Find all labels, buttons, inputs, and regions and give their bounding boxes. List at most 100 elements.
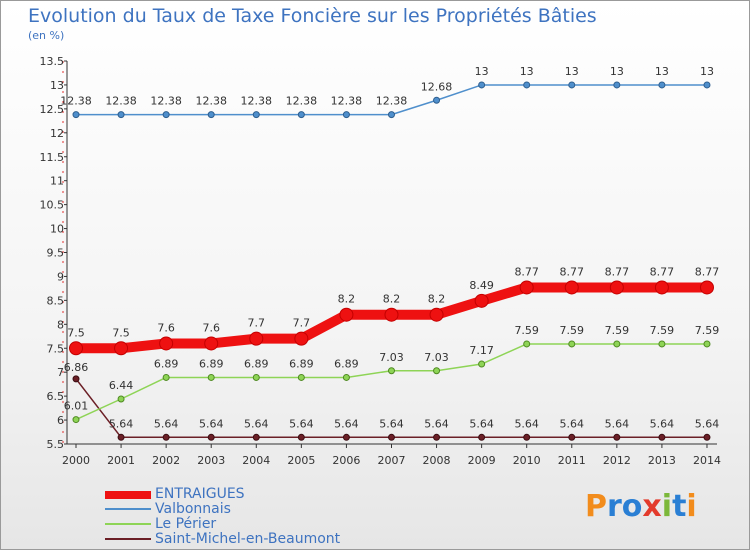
data-point-saint-michel <box>568 433 576 441</box>
legend-label: Valbonnais <box>155 501 231 517</box>
y-tick-label: 13.5 <box>40 55 65 68</box>
data-point-le-perier <box>72 416 80 424</box>
data-label-valbonnais: 12.38 <box>241 95 273 108</box>
x-tick-label: 2013 <box>648 454 676 467</box>
data-label-saint-michel: 5.64 <box>514 417 539 430</box>
logo-letter: i <box>686 489 697 524</box>
data-label-entraigues: 8.2 <box>383 293 401 306</box>
data-label-saint-michel: 5.64 <box>244 417 269 430</box>
x-tick-label: 2008 <box>423 454 451 467</box>
data-label-valbonnais: 12.38 <box>105 95 137 108</box>
data-point-valbonnais <box>72 111 80 119</box>
data-point-saint-michel <box>478 433 486 441</box>
data-point-le-perier <box>207 373 215 381</box>
data-label-le-perier: 6.44 <box>109 379 134 392</box>
data-label-saint-michel: 5.64 <box>334 417 359 430</box>
data-label-saint-michel: 5.64 <box>379 417 404 430</box>
data-label-entraigues: 8.49 <box>469 279 494 292</box>
data-point-le-perier <box>703 340 711 348</box>
data-label-entraigues: 8.77 <box>605 265 630 278</box>
x-tick-label: 2010 <box>513 454 541 467</box>
data-label-saint-michel: 5.64 <box>109 417 134 430</box>
y-tick-label: 5.5 <box>47 438 65 451</box>
legend-swatch-le-perier <box>105 523 151 525</box>
data-label-saint-michel: 5.64 <box>695 417 720 430</box>
legend-label: Saint-Michel-en-Beaumont <box>155 531 341 547</box>
data-point-valbonnais <box>568 81 576 89</box>
legend-swatch-entraigues <box>105 491 151 499</box>
proxiti-logo: Proxiti <box>585 489 697 524</box>
data-point-valbonnais <box>658 81 666 89</box>
data-point-saint-michel <box>162 433 170 441</box>
data-point-saint-michel <box>658 433 666 441</box>
data-point-entraigues <box>519 280 534 295</box>
y-tick-label: 9 <box>57 270 64 283</box>
data-label-saint-michel: 5.64 <box>605 417 630 430</box>
data-label-le-perier: 6.89 <box>289 357 314 370</box>
data-label-valbonnais: 12.38 <box>60 95 92 108</box>
data-point-entraigues <box>699 280 714 295</box>
data-point-entraigues <box>204 336 219 351</box>
data-label-le-perier: 6.01 <box>64 400 89 413</box>
data-label-saint-michel: 6.86 <box>64 361 89 374</box>
y-tick-label: 9.5 <box>47 247 65 260</box>
y-tick-label: 10 <box>50 223 64 236</box>
y-tick-label: 7.5 <box>47 342 65 355</box>
data-point-valbonnais <box>478 81 486 89</box>
data-label-valbonnais: 13 <box>565 65 579 78</box>
logo-letter: i <box>661 489 673 524</box>
data-label-entraigues: 7.5 <box>67 326 85 339</box>
series-lines <box>75 84 707 439</box>
data-point-valbonnais <box>252 111 260 119</box>
data-label-valbonnais: 12.38 <box>286 95 318 108</box>
data-point-saint-michel <box>387 433 395 441</box>
data-label-entraigues: 7.6 <box>157 321 175 334</box>
data-point-valbonnais <box>703 81 711 89</box>
data-label-saint-michel: 5.64 <box>560 417 585 430</box>
data-point-le-perier <box>252 373 260 381</box>
legend-label: ENTRAIGUES <box>155 486 245 502</box>
data-point-le-perier <box>568 340 576 348</box>
data-point-valbonnais <box>613 81 621 89</box>
data-point-valbonnais <box>297 111 305 119</box>
y-tick-label: 12 <box>50 127 64 140</box>
x-tick-label: 2014 <box>693 454 721 467</box>
data-label-entraigues: 8.77 <box>650 265 675 278</box>
data-point-le-perier <box>387 367 395 375</box>
data-point-entraigues <box>429 307 444 322</box>
x-tick-label: 2011 <box>558 454 586 467</box>
chart-title: Evolution du Taux de Taxe Foncière sur l… <box>28 5 597 27</box>
x-tick-label: 2002 <box>152 454 180 467</box>
legend-swatch-valbonnais <box>105 508 151 510</box>
data-point-entraigues <box>384 307 399 322</box>
data-label-entraigues: 8.77 <box>560 265 585 278</box>
data-label-le-perier: 7.17 <box>469 344 494 357</box>
data-point-saint-michel <box>342 433 350 441</box>
data-point-saint-michel <box>703 433 711 441</box>
data-label-valbonnais: 12.68 <box>421 80 453 93</box>
data-label-entraigues: 8.2 <box>338 293 356 306</box>
data-point-valbonnais <box>117 111 125 119</box>
y-tick-label: 6 <box>57 414 64 427</box>
data-point-le-perier <box>478 360 486 368</box>
logo-letter: t <box>672 489 687 524</box>
data-label-valbonnais: 13 <box>655 65 669 78</box>
logo-letter: P <box>585 489 607 524</box>
x-tick-label: 2012 <box>603 454 631 467</box>
x-tick-label: 2004 <box>242 454 270 467</box>
data-point-valbonnais <box>207 111 215 119</box>
y-tick-label: 11 <box>50 175 64 188</box>
x-tick-label: 2000 <box>62 454 90 467</box>
x-tick-label: 2007 <box>377 454 405 467</box>
data-label-le-perier: 7.59 <box>514 324 539 337</box>
data-point-valbonnais <box>523 81 531 89</box>
data-label-valbonnais: 13 <box>700 65 714 78</box>
y-tick-label: 8 <box>57 318 64 331</box>
x-tick-label: 2006 <box>332 454 360 467</box>
data-point-entraigues <box>609 280 624 295</box>
data-point-entraigues <box>654 280 669 295</box>
data-label-saint-michel: 5.64 <box>199 417 224 430</box>
x-tick-label: 2005 <box>287 454 315 467</box>
